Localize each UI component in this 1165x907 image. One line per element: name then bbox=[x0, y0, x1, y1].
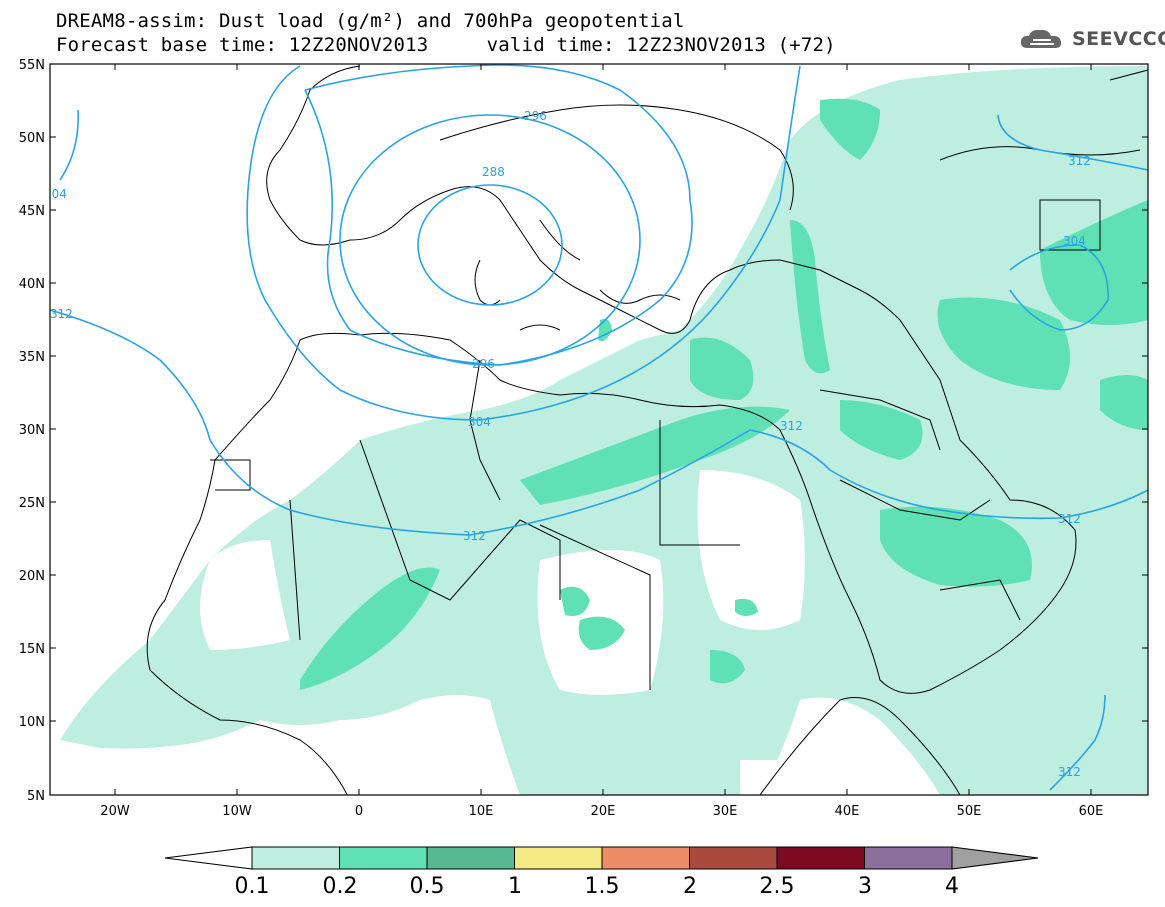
colorbar-tick-label: 0.2 bbox=[323, 874, 358, 899]
colorbar-swatch bbox=[689, 846, 778, 870]
lat-label: 10N bbox=[19, 715, 45, 730]
contour-label: 312 bbox=[463, 529, 486, 543]
axis-ticks bbox=[50, 63, 1148, 796]
lon-label: 20W bbox=[100, 804, 130, 819]
longitude-labels: 20W 10W 0 10E 20E 30E 40E 50E 60E bbox=[100, 804, 1103, 819]
lat-label: 40N bbox=[19, 277, 45, 292]
colorbar-under-arrow bbox=[164, 846, 253, 870]
colorbar-swatch bbox=[601, 846, 690, 870]
colorbar-over-arrow bbox=[951, 846, 1039, 870]
geopotential-contours bbox=[50, 64, 1148, 791]
colorbar: 0.1 0.2 0.5 1 1.5 2 2.5 3 4 bbox=[164, 846, 1039, 899]
colorbar-tick-label: 2.5 bbox=[760, 874, 795, 899]
map-plot-area: 296 288 304 312 296 304 312 312 304 312 … bbox=[44, 64, 1148, 795]
logo-text: SEEVCCC bbox=[1072, 28, 1165, 50]
colorbar-swatch bbox=[776, 846, 865, 870]
contour-label: 312 bbox=[1068, 154, 1091, 168]
seevccc-logo: SEEVCCC bbox=[1018, 26, 1165, 52]
contour-label: 304 bbox=[44, 187, 67, 201]
lat-label: 55N bbox=[19, 58, 45, 73]
lon-label: 40E bbox=[835, 804, 860, 819]
lat-label: 35N bbox=[19, 350, 45, 365]
lon-label: 0 bbox=[355, 804, 363, 819]
lat-label: 50N bbox=[19, 131, 45, 146]
lon-label: 30E bbox=[713, 804, 738, 819]
map-title-line1: DREAM8-assim: Dust load (g/m²) and 700hP… bbox=[56, 10, 685, 32]
latitude-labels: 55N 50N 45N 40N 35N 30N 25N 20N 15N 10N … bbox=[19, 58, 45, 804]
lat-label: 25N bbox=[19, 496, 45, 511]
colorbar-tick-label: 0.1 bbox=[235, 874, 270, 899]
colorbar-swatch bbox=[426, 846, 515, 870]
contour-label: 312 bbox=[50, 307, 73, 321]
contour-label: 304 bbox=[1063, 234, 1086, 248]
colorbar-swatch bbox=[251, 846, 340, 870]
colorbar-tick-label: 1 bbox=[508, 874, 522, 899]
lat-label: 30N bbox=[19, 423, 45, 438]
contour-label: 312 bbox=[1058, 512, 1081, 526]
colorbar-swatch bbox=[864, 846, 953, 870]
colorbar-swatch bbox=[339, 846, 428, 870]
lon-label: 60E bbox=[1079, 804, 1104, 819]
colorbar-tick-label: 0.5 bbox=[410, 874, 445, 899]
contour-labels: 296 288 304 312 296 304 312 312 304 312 … bbox=[44, 109, 1091, 779]
dust-light-shading bbox=[60, 66, 1148, 795]
contour-label: 304 bbox=[468, 415, 491, 429]
colorbar-tick-label: 2 bbox=[683, 874, 697, 899]
contour-label: 288 bbox=[482, 165, 505, 179]
map-title-line2: Forecast base time: 12Z20NOV2013 valid t… bbox=[56, 34, 836, 56]
contour-label: 312 bbox=[780, 419, 803, 433]
lat-label: 20N bbox=[19, 569, 45, 584]
dust-mid-shading bbox=[300, 98, 1148, 690]
contour-label: 312 bbox=[1058, 765, 1081, 779]
lon-label: 50E bbox=[957, 804, 982, 819]
colorbar-tick-label: 4 bbox=[945, 874, 959, 899]
lat-label: 5N bbox=[27, 789, 45, 804]
lon-label: 10W bbox=[222, 804, 252, 819]
lat-label: 45N bbox=[19, 204, 45, 219]
lon-label: 20E bbox=[591, 804, 616, 819]
cloud-icon bbox=[1020, 29, 1062, 48]
contour-label: 296 bbox=[524, 109, 547, 123]
contour-label: 296 bbox=[472, 357, 495, 371]
colorbar-tick-label: 1.5 bbox=[585, 874, 620, 899]
colorbar-tick-label: 3 bbox=[858, 874, 872, 899]
colorbar-swatch bbox=[514, 846, 603, 870]
lat-label: 15N bbox=[19, 642, 45, 657]
lon-label: 10E bbox=[469, 804, 494, 819]
